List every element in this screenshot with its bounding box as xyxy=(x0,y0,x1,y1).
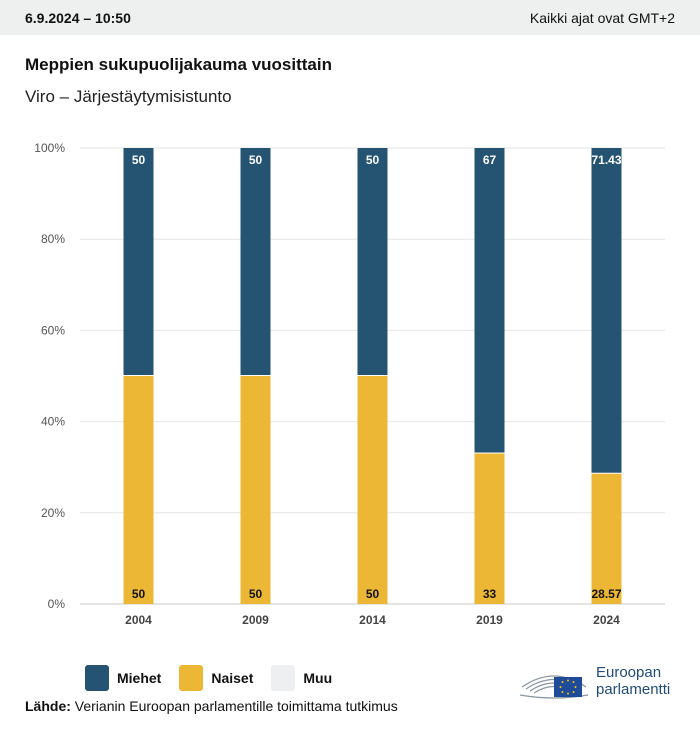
bar-miehet-2009 xyxy=(240,148,271,375)
data-label-miehet: 50 xyxy=(132,153,146,167)
data-label-miehet: 71.43 xyxy=(591,153,621,167)
data-label-miehet: 67 xyxy=(483,153,497,167)
legend-item-muu: Muu xyxy=(271,665,332,691)
legend-swatch-muu xyxy=(271,665,296,691)
bar-naiset-2009 xyxy=(240,376,271,604)
source-text: Verianin Euroopan parlamentille toimitta… xyxy=(70,698,398,714)
legend-swatch-miehet xyxy=(85,665,109,691)
top-bar: 6.9.2024 – 10:50 Kaikki ajat ovat GMT+2 xyxy=(0,0,700,35)
data-label-naiset: 50 xyxy=(366,587,380,601)
x-tick-label: 2019 xyxy=(476,613,503,627)
european-parliament-logo: Euroopan parlamentti xyxy=(518,658,683,704)
bar-miehet-2014 xyxy=(357,148,388,375)
data-label-naiset: 50 xyxy=(132,587,146,601)
bar-naiset-2014 xyxy=(357,376,388,604)
timestamp: 6.9.2024 – 10:50 xyxy=(25,9,131,26)
bar-miehet-2004 xyxy=(123,148,154,375)
bar-naiset-2024 xyxy=(591,473,622,604)
y-tick-label: 40% xyxy=(41,415,65,429)
y-tick-label: 80% xyxy=(41,232,65,246)
data-label-miehet: 50 xyxy=(366,153,380,167)
logo-text-line2: parlamentti xyxy=(596,681,671,698)
legend-label-muu: Muu xyxy=(303,670,333,686)
logo-text-line1: Euroopan xyxy=(596,664,662,681)
source-note: Lähde: Verianin Euroopan parlamentille t… xyxy=(25,698,398,714)
stacked-bar-chart: 0% 20% 40% 60% 80% 100% 50 50 2004 50 50 2009 50 50 20… xyxy=(34,141,665,627)
legend-item-naiset: Naiset xyxy=(179,665,253,691)
legend-item-miehet: Miehet xyxy=(85,665,161,691)
chart-legend: Miehet Naiset Muu xyxy=(85,665,350,691)
x-tick-label: 2014 xyxy=(359,613,386,627)
parliament-emblem-icon xyxy=(519,675,589,699)
y-tick-label: 0% xyxy=(48,597,66,611)
chart-subtitle: Viro – Järjestäytymisistunto xyxy=(25,87,232,106)
legend-label-miehet: Miehet xyxy=(117,670,162,686)
bar-miehet-2019 xyxy=(474,148,505,453)
legend-swatch-naiset xyxy=(179,665,204,691)
timezone-note: Kaikki ajat ovat GMT+2 xyxy=(529,9,675,26)
logo-text: Euroopan parlamentti xyxy=(596,664,670,698)
y-tick-label: 20% xyxy=(41,506,65,520)
x-tick-label: 2009 xyxy=(242,613,269,627)
data-label-naiset: 33 xyxy=(483,587,497,601)
data-label-miehet: 50 xyxy=(249,153,263,167)
source-label: Lähde: xyxy=(25,698,71,714)
y-tick-label: 100% xyxy=(34,141,65,155)
y-tick-label: 60% xyxy=(41,323,65,337)
chart-title: Meppien sukupuolijakauma vuosittain xyxy=(25,55,332,74)
legend-label-naiset: Naiset xyxy=(211,670,254,686)
bar-naiset-2004 xyxy=(123,376,154,604)
bar-miehet-2024 xyxy=(591,148,622,473)
x-tick-label: 2004 xyxy=(125,613,152,627)
data-label-naiset: 28.57 xyxy=(591,587,621,601)
data-label-naiset: 50 xyxy=(249,587,263,601)
x-tick-label: 2024 xyxy=(593,613,620,627)
bar-naiset-2019 xyxy=(474,453,505,604)
